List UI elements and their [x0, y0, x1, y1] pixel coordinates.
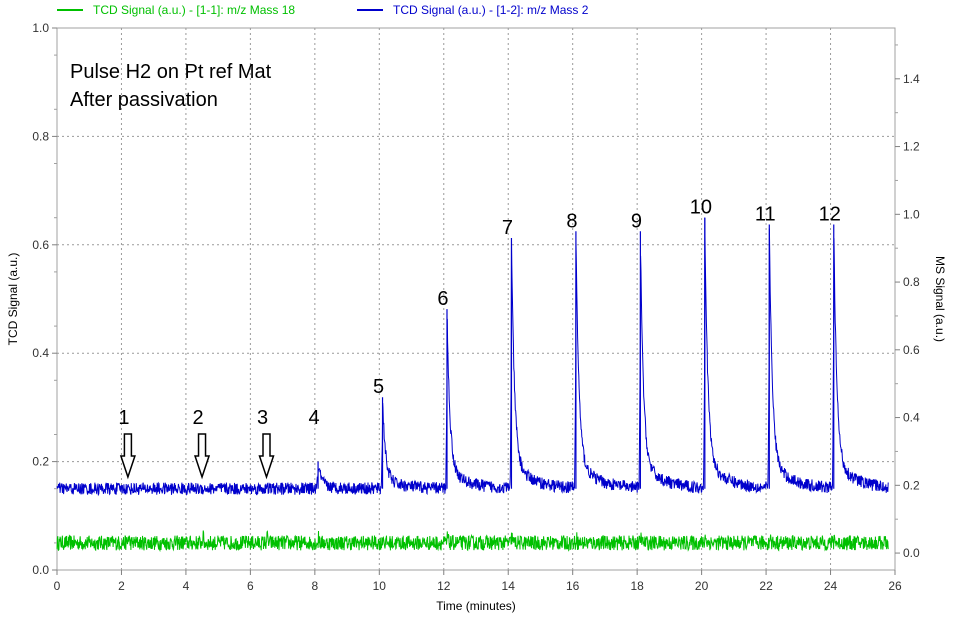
pulse-label-11: 11: [755, 203, 776, 225]
y-right-tick-label-0.6: 0.6: [903, 343, 920, 357]
pulse-label-7: 7: [502, 217, 513, 239]
pulse-label-2: 2: [192, 407, 203, 429]
series-layer: [56, 217, 889, 553]
y-right-tick-label-1.4: 1.4: [903, 72, 920, 86]
x-axis-label: Time (minutes): [436, 599, 516, 613]
legend: TCD Signal (a.u.) - [1-1]: m/z Mass 18 TC…: [57, 3, 589, 17]
y-right-tick-label-1.0: 1.0: [903, 207, 920, 221]
pulse-label-5: 5: [373, 376, 384, 398]
y-left-tick-label-0.2: 0.2: [32, 455, 49, 469]
x-tick-label-20: 20: [695, 579, 709, 593]
pulse-label-3: 3: [257, 407, 268, 429]
pulse-label-1: 1: [118, 407, 129, 429]
annotation-title-line-1: Pulse H2 on Pt ref Mat: [70, 61, 272, 83]
pulse-arrow-2: [193, 433, 211, 480]
legend-label-1: TCD Signal (a.u.) - [1-1]: m/z Mass 18: [93, 3, 295, 17]
x-tick-label-12: 12: [437, 579, 451, 593]
x-tick-label-8: 8: [312, 579, 319, 593]
y-axis-right-label: MS Signal (a.u.): [933, 256, 947, 342]
pulse-label-12: 12: [819, 203, 841, 225]
y-left-tick-label-0.0: 0.0: [32, 563, 49, 577]
y-right-tick-label-0.2: 0.2: [903, 478, 920, 492]
x-tick-label-14: 14: [502, 579, 516, 593]
x-tick-label-2: 2: [118, 579, 125, 593]
series-line-1: [56, 530, 889, 553]
pulse-label-4: 4: [309, 407, 320, 429]
x-tick-label-18: 18: [630, 579, 644, 593]
y-right-tick-label-0.4: 0.4: [903, 411, 920, 425]
x-tick-label-4: 4: [183, 579, 190, 593]
x-tick-label-24: 24: [824, 579, 838, 593]
y-left-tick-label-0.8: 0.8: [32, 129, 49, 143]
y-left-tick-label-1.0: 1.0: [32, 21, 49, 35]
y-left-tick-label-0.4: 0.4: [32, 346, 49, 360]
legend-label-2: TCD Signal (a.u.) - [1-2]: m/z Mass 2: [393, 3, 589, 17]
pulse-arrow-1: [119, 433, 136, 480]
y-left-tick-label-0.6: 0.6: [32, 238, 49, 252]
pulse-label-9: 9: [631, 210, 642, 232]
pulse-arrow-3: [258, 433, 275, 480]
x-tick-label-0: 0: [54, 579, 61, 593]
x-tick-label-10: 10: [373, 579, 387, 593]
pulse-label-10: 10: [690, 197, 712, 219]
y-right-tick-label-0.8: 0.8: [903, 275, 920, 289]
x-tick-label-16: 16: [566, 579, 580, 593]
grid: [57, 28, 895, 570]
y-right-tick-label-0.0: 0.0: [903, 546, 920, 560]
x-tick-label-22: 22: [759, 579, 773, 593]
series-line-2: [56, 217, 889, 497]
y-axis-left-label: TCD Signal (a.u.): [6, 253, 20, 346]
x-tick-label-6: 6: [247, 579, 254, 593]
x-tick-label-26: 26: [888, 579, 902, 593]
pulse-label-6: 6: [437, 288, 448, 310]
y-right-tick-label-1.2: 1.2: [903, 140, 920, 154]
annotation-title-line-2: After passivation: [70, 89, 218, 111]
axes: 0 2 4 6 8 10 12 14 16 18 20 22 24 260.00.20.40.60.81.…: [32, 21, 920, 593]
pulse-label-8: 8: [566, 210, 577, 232]
